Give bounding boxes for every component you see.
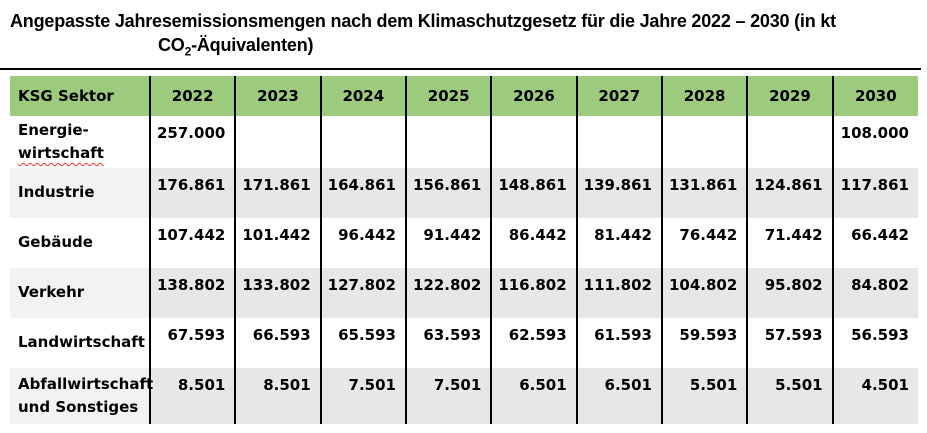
- value-cell: 66.442: [831, 218, 918, 269]
- column-header-2025: 2025: [404, 76, 492, 117]
- column-header-2026: 2026: [490, 76, 577, 117]
- column-header-2023: 2023: [234, 76, 321, 117]
- table-row-energiewirtschaft: Energie-wirtschaft 257.000 108.000: [10, 116, 918, 169]
- value-cell: 124.861: [746, 168, 833, 219]
- table-row-gebaeude: Gebäude 107.442 101.442 96.442 91.442 86…: [10, 218, 918, 269]
- value-cell: [234, 116, 321, 169]
- value-cell: 62.593: [490, 318, 577, 369]
- title-co2-subscript: 2: [184, 44, 192, 59]
- value-cell: 5.501: [660, 368, 748, 425]
- value-cell: 171.861: [234, 168, 321, 219]
- value-cell: [490, 116, 577, 169]
- sector-label-cell: Gebäude: [18, 233, 93, 252]
- value-cell: 164.861: [319, 168, 406, 219]
- value-cell: 7.501: [319, 368, 406, 425]
- column-header-2030: 2030: [831, 76, 918, 117]
- value-cell: 71.442: [746, 218, 833, 269]
- spellcheck-underlined-word: wirtschaft: [18, 144, 104, 163]
- value-cell: 133.802: [234, 268, 321, 319]
- value-cell: 8.501: [148, 368, 236, 425]
- sector-label-line: Energie-: [18, 120, 89, 139]
- value-cell: 111.802: [575, 268, 662, 319]
- value-cell: [746, 116, 833, 169]
- sector-label-cell: Landwirtschaft: [18, 333, 145, 352]
- title-line-2: CO2-Äquivalenten): [10, 33, 921, 60]
- column-header-sector: KSG Sektor: [10, 76, 150, 117]
- value-cell: 84.802: [831, 268, 918, 319]
- value-cell: 65.593: [319, 318, 406, 369]
- column-header-2028: 2028: [660, 76, 748, 117]
- value-cell: [575, 116, 662, 169]
- title-line-1: Angepasste Jahresemissionsmengen nach de…: [10, 11, 836, 31]
- value-cell: 91.442: [404, 218, 492, 269]
- value-cell: 131.861: [660, 168, 748, 219]
- value-cell: [319, 116, 406, 169]
- sector-label-line: Abfallwirtschaft: [18, 374, 154, 393]
- value-cell: 8.501: [234, 368, 321, 425]
- emissions-table: KSG Sektor 2022 2023 2024 2025 2026 2027…: [10, 76, 918, 425]
- sector-label-cell: Verkehr: [10, 268, 150, 319]
- column-header-2027: 2027: [575, 76, 662, 117]
- sector-label-cell: Energie-wirtschaft: [10, 116, 150, 168]
- value-cell: 7.501: [404, 368, 492, 425]
- sector-label-cell: Industrie: [10, 168, 150, 219]
- value-cell: 95.802: [746, 268, 833, 319]
- value-cell: 107.442: [148, 218, 236, 269]
- value-cell: 117.861: [831, 168, 918, 219]
- value-cell: 63.593: [404, 318, 492, 369]
- value-cell: 59.593: [660, 318, 748, 369]
- value-cell: 139.861: [575, 168, 662, 219]
- value-cell: 176.861: [148, 168, 236, 219]
- value-cell: 4.501: [831, 368, 918, 425]
- value-cell: 108.000: [831, 116, 918, 169]
- value-cell: 148.861: [490, 168, 577, 219]
- document-title: Angepasste Jahresemissionsmengen nach de…: [0, 0, 921, 71]
- table-row-verkehr: Verkehr 138.802 133.802 127.802 122.802 …: [10, 268, 918, 319]
- title-line-2-rest: -Äquivalenten): [191, 35, 314, 56]
- value-cell: 57.593: [746, 318, 833, 369]
- value-cell: 56.593: [831, 318, 918, 369]
- value-cell: 104.802: [660, 268, 748, 319]
- value-cell: 127.802: [319, 268, 406, 319]
- column-header-2029: 2029: [746, 76, 833, 117]
- table-row-abfallwirtschaft: Abfallwirtschaft und Sonstiges 8.501 8.50…: [10, 368, 918, 425]
- column-header-2022: 2022: [148, 76, 236, 117]
- value-cell: [660, 116, 748, 169]
- value-cell: 138.802: [148, 268, 236, 319]
- value-cell: 122.802: [404, 268, 492, 319]
- value-cell: 5.501: [746, 368, 833, 425]
- value-cell: 86.442: [490, 218, 577, 269]
- value-cell: 96.442: [319, 218, 406, 269]
- value-cell: 116.802: [490, 268, 577, 319]
- column-header-2024: 2024: [319, 76, 406, 117]
- table-row-landwirtschaft: Landwirtschaft 67.593 66.593 65.593 63.5…: [10, 318, 918, 369]
- value-cell: 76.442: [660, 218, 748, 269]
- value-cell: 66.593: [234, 318, 321, 369]
- value-cell: 81.442: [575, 218, 662, 269]
- table-row-industrie: Industrie 176.861 171.861 164.861 156.86…: [10, 168, 918, 219]
- value-cell: 61.593: [575, 318, 662, 369]
- value-cell: [404, 116, 492, 169]
- sector-label-cell: Abfallwirtschaft und Sonstiges: [10, 368, 154, 425]
- value-cell: 257.000: [148, 116, 236, 169]
- value-cell: 156.861: [404, 168, 492, 219]
- value-cell: 6.501: [575, 368, 662, 425]
- title-co2-prefix: CO: [158, 35, 185, 56]
- table-header-row: KSG Sektor 2022 2023 2024 2025 2026 2027…: [10, 76, 918, 117]
- value-cell: 6.501: [490, 368, 577, 425]
- value-cell: 67.593: [148, 318, 236, 369]
- sector-label-line: und Sonstiges: [18, 398, 139, 417]
- value-cell: 101.442: [234, 218, 321, 269]
